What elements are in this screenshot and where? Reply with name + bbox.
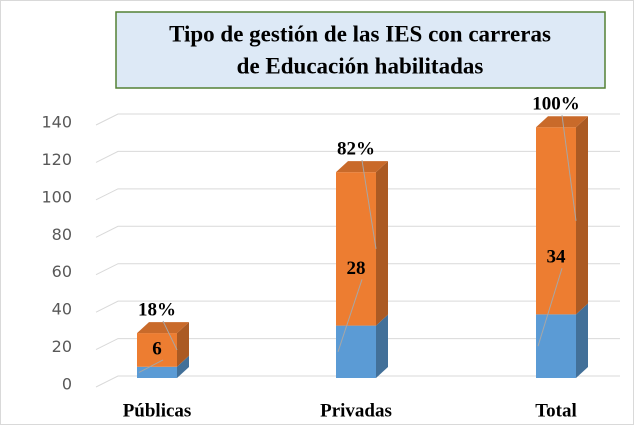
bar (137, 333, 177, 367)
grid-line (95, 150, 620, 163)
leader-line (537, 268, 563, 347)
bars: Públicas 6 18% Privadas 28 82% Total 34 100% (123, 94, 588, 421)
y-tick-label: 0 (62, 375, 72, 394)
y-tick-label: 140 (41, 113, 72, 132)
data-label: 100% (532, 94, 580, 115)
x-tick-label: Públicas (123, 400, 192, 421)
grid-line (95, 188, 620, 201)
y-tick-label: 60 (52, 262, 72, 281)
bar-top (137, 322, 189, 334)
data-label: 82% (337, 139, 375, 160)
bar (536, 127, 576, 315)
bar (137, 366, 177, 378)
y-tick-label: 120 (41, 150, 72, 169)
data-label: 28 (347, 258, 366, 279)
leader-line (162, 320, 178, 351)
data-label: 18% (138, 299, 176, 320)
grid-line (95, 225, 620, 238)
grid-line (95, 300, 620, 313)
grid: 0 20 40 60 80 100 120 140 (41, 113, 620, 394)
grid-line (95, 338, 620, 351)
leader-line (561, 115, 577, 221)
bar-side (177, 355, 189, 378)
leader-line (337, 279, 363, 352)
bar (336, 325, 376, 378)
y-tick-label: 100 (41, 187, 72, 206)
bar-top (536, 116, 588, 128)
grid-line (95, 375, 620, 388)
bar-side (376, 314, 388, 378)
grid-line (95, 113, 620, 126)
y-tick-label: 40 (52, 300, 72, 319)
title-box (115, 11, 606, 89)
y-tick-label: 80 (52, 225, 72, 244)
bar (536, 314, 576, 378)
x-tick-label: Total (535, 400, 577, 421)
bar-side (576, 303, 588, 378)
bar-top (336, 161, 388, 173)
bar-side (576, 116, 588, 315)
leader-line (361, 160, 377, 249)
y-tick-label: 20 (52, 337, 72, 356)
chart-title: Tipo de gestión de las IES con carreras (169, 21, 551, 46)
chart-title: de Educación habilitadas (237, 53, 484, 78)
data-label: 6 (152, 338, 162, 359)
grid-line (95, 263, 620, 276)
bar-side (177, 322, 189, 367)
bar (336, 172, 376, 326)
bar-side (376, 161, 388, 326)
leader-line (138, 359, 164, 373)
data-label: 34 (547, 247, 567, 268)
x-tick-label: Privadas (320, 400, 392, 421)
